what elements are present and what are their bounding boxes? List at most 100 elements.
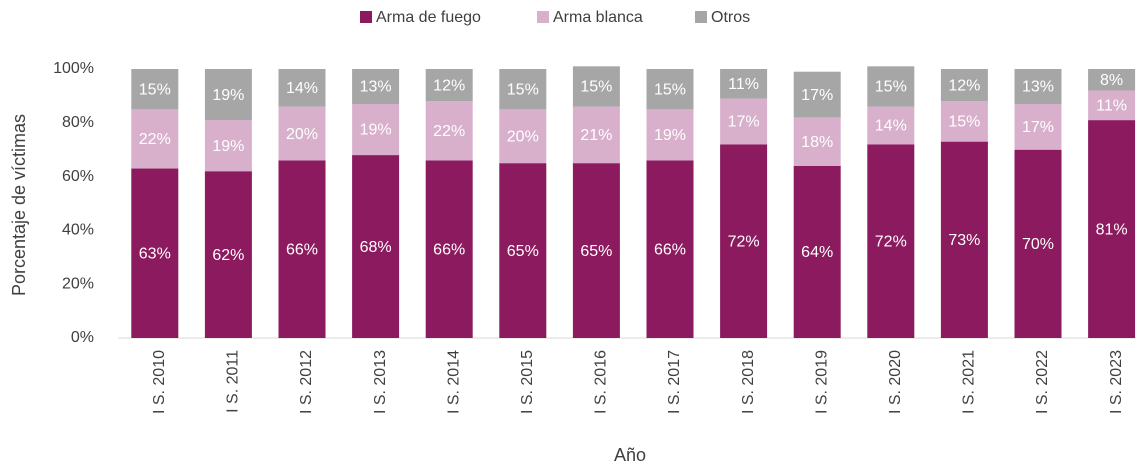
bar-segment [720, 144, 768, 338]
legend-swatch [360, 11, 372, 23]
data-label: 12% [433, 77, 465, 94]
data-label: 70% [1022, 236, 1054, 253]
data-label: 22% [433, 123, 465, 140]
data-label: 65% [580, 243, 612, 260]
y-tick-label: 40% [62, 222, 94, 239]
bar-segment [499, 163, 547, 338]
bar-segment [1088, 120, 1136, 338]
bar-segment [352, 155, 400, 338]
data-label: 14% [875, 118, 907, 135]
data-label: 13% [1022, 79, 1054, 96]
data-label: 11% [728, 76, 759, 93]
bar-segment [352, 69, 400, 104]
data-label: 15% [139, 81, 171, 98]
x-tick-label: I S. 2020 [887, 350, 904, 414]
bar-segment [1014, 149, 1062, 338]
bar-segment [1088, 90, 1136, 121]
data-label: 81% [1096, 221, 1128, 238]
bar-segment [572, 163, 620, 338]
bar-segment [1014, 103, 1062, 150]
bar-segment [793, 71, 841, 118]
bar-segment [572, 106, 620, 164]
bar-segment [867, 106, 915, 145]
data-label: 66% [654, 241, 686, 258]
bar-segment [425, 69, 473, 102]
legend-label: Arma de fuego [376, 9, 481, 26]
bar-segment [646, 160, 694, 338]
bar-segment [1014, 69, 1062, 104]
data-label: 20% [286, 126, 318, 143]
bar-segment [572, 66, 620, 107]
bar-segment [425, 160, 473, 338]
bar-segment [793, 117, 841, 166]
data-label: 15% [948, 114, 980, 131]
bar-segment [720, 98, 768, 145]
data-label: 62% [212, 247, 244, 264]
bar-segment [204, 69, 252, 121]
bar-segment [204, 171, 252, 338]
legend-label: Arma blanca [553, 9, 643, 26]
x-tick-label: I S. 2015 [519, 350, 536, 414]
x-tick-label: I S. 2022 [1034, 350, 1051, 414]
x-tick-label: I S. 2018 [740, 350, 757, 414]
bar-segment [867, 144, 915, 338]
bar-segment [499, 109, 547, 164]
data-label: 15% [875, 79, 907, 96]
bar-segment [940, 69, 988, 102]
bar-segment [131, 69, 179, 110]
x-tick-label: I S. 2023 [1108, 350, 1125, 414]
x-tick-label: I S. 2013 [372, 350, 389, 414]
bar-segment [940, 101, 988, 142]
bar-segment [352, 103, 400, 156]
bar-segment [278, 160, 326, 338]
data-label: 17% [1022, 119, 1054, 136]
bar-segment [131, 109, 179, 169]
data-label: 68% [360, 239, 392, 256]
bar-segment [425, 101, 473, 161]
bar-segment [278, 106, 326, 161]
data-label: 22% [139, 131, 171, 148]
bar-segment [646, 109, 694, 161]
legend-swatch [537, 11, 549, 23]
x-tick-label: I S. 2011 [225, 350, 242, 413]
data-label: 18% [801, 134, 833, 151]
data-label: 66% [286, 241, 318, 258]
bar-segment [1088, 69, 1136, 91]
x-tick-label: I S. 2017 [666, 350, 683, 414]
data-label: 17% [728, 114, 760, 131]
data-label: 64% [801, 244, 833, 261]
data-label: 73% [948, 232, 980, 249]
data-label: 72% [875, 233, 907, 250]
data-label: 19% [212, 138, 244, 155]
data-label: 19% [654, 127, 686, 144]
bar-segment [940, 141, 988, 338]
data-label: 15% [580, 79, 612, 96]
legend-label: Otros [711, 9, 750, 26]
bar-segment [131, 168, 179, 338]
data-label: 20% [507, 128, 539, 145]
data-label: 65% [507, 243, 539, 260]
data-label: 66% [433, 241, 465, 258]
data-label: 12% [948, 77, 980, 94]
data-label: 11% [1096, 98, 1127, 115]
y-tick-label: 0% [71, 329, 94, 346]
x-tick-label: I S. 2021 [961, 350, 978, 414]
y-tick-label: 20% [62, 275, 94, 292]
data-label: 8% [1100, 72, 1123, 89]
y-tick-label: 100% [53, 60, 94, 77]
bar-segment [720, 69, 768, 99]
legend-swatch [695, 11, 707, 23]
x-tick-label: I S. 2019 [813, 350, 830, 414]
data-label: 21% [580, 127, 612, 144]
data-label: 19% [212, 87, 244, 104]
bar-segment [646, 69, 694, 110]
x-axis-title: Año [614, 445, 646, 465]
y-tick-label: 80% [62, 114, 94, 131]
y-axis-title: Porcentaje de víctimas [9, 114, 29, 296]
data-label: 15% [654, 81, 686, 98]
x-tick-label: I S. 2010 [151, 350, 168, 414]
data-label: 63% [139, 245, 171, 262]
data-label: 13% [360, 79, 392, 96]
x-tick-label: I S. 2012 [298, 350, 315, 414]
